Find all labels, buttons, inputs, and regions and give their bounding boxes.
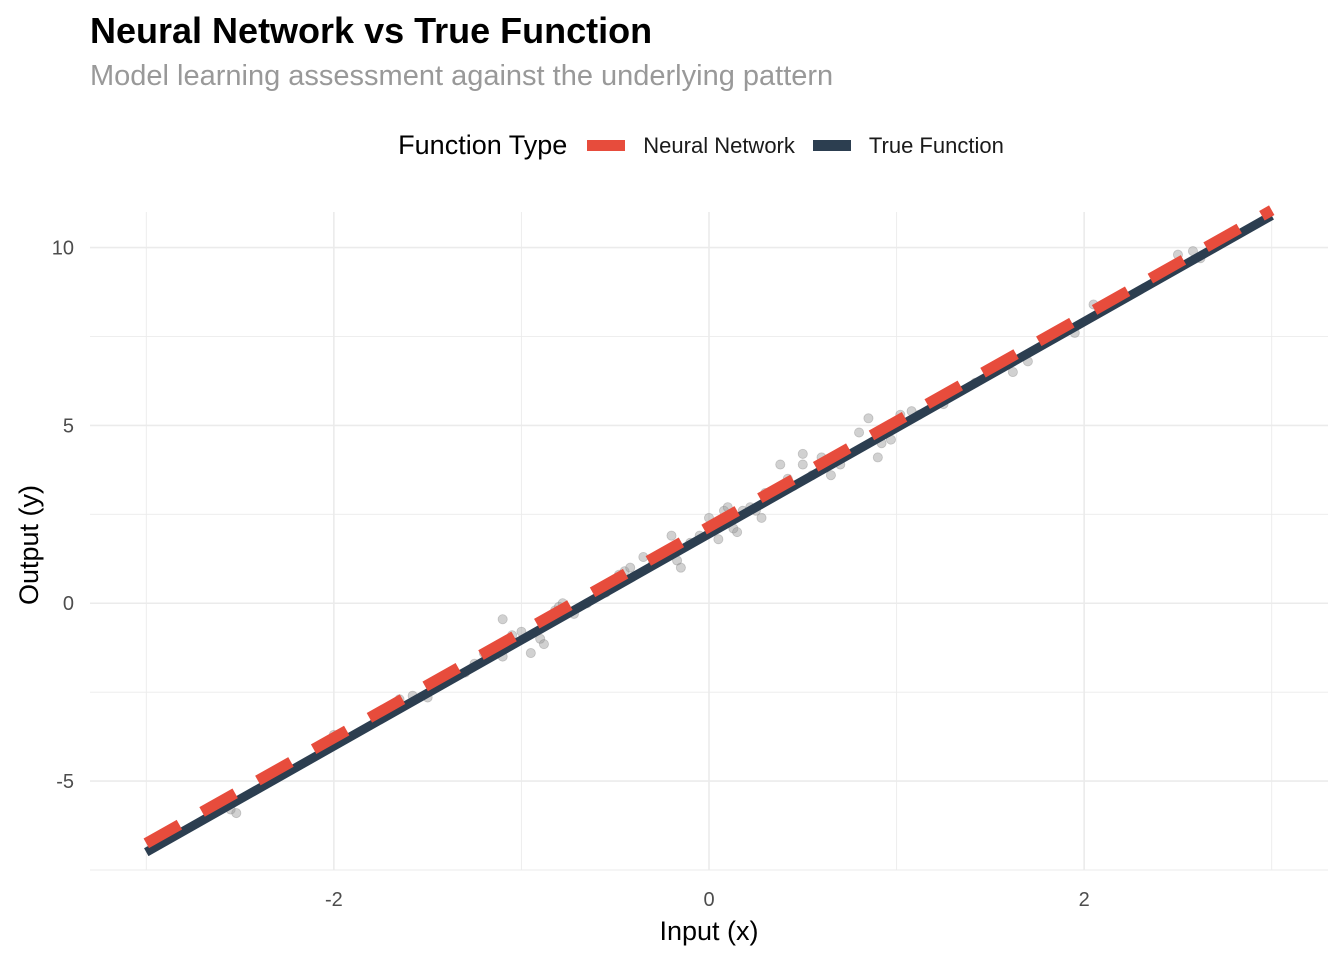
series-line-true-function bbox=[144, 211, 1274, 857]
data-point bbox=[538, 639, 549, 650]
x-axis-title: Input (x) bbox=[659, 916, 758, 946]
legend-key-neural-network bbox=[587, 140, 626, 151]
data-point bbox=[797, 459, 808, 470]
chart-subtitle: Model learning assessment against the un… bbox=[90, 60, 834, 92]
x-tick-label: 2 bbox=[1079, 889, 1090, 911]
data-point bbox=[756, 512, 767, 523]
chart-title: Neural Network vs True Function bbox=[90, 10, 653, 51]
legend-key-true-function bbox=[812, 140, 851, 151]
legend-label-neural-network: Neural Network bbox=[643, 132, 795, 158]
legend: Function Type Neural Network True Functi… bbox=[0, 130, 1344, 161]
data-point bbox=[666, 530, 677, 541]
y-tick-label: 10 bbox=[52, 238, 74, 260]
legend-title: Function Type bbox=[398, 130, 568, 160]
data-point bbox=[797, 448, 808, 459]
data-point bbox=[675, 562, 686, 573]
data-point bbox=[732, 527, 743, 538]
data-point bbox=[231, 808, 242, 819]
data-point bbox=[713, 534, 724, 545]
data-point bbox=[525, 648, 536, 659]
x-tick-label: -2 bbox=[325, 889, 343, 911]
data-point bbox=[625, 562, 636, 573]
y-tick-label: 5 bbox=[63, 415, 74, 437]
data-point bbox=[863, 413, 874, 424]
data-point bbox=[872, 452, 883, 463]
legend-label-true-function: True Function bbox=[868, 132, 1004, 158]
y-axis-title: Output (y) bbox=[14, 485, 44, 605]
data-point bbox=[775, 459, 786, 470]
data-point bbox=[854, 427, 865, 438]
y-tick-label: 0 bbox=[63, 593, 74, 615]
x-tick-label: 0 bbox=[703, 889, 714, 911]
data-point bbox=[497, 614, 508, 625]
y-tick-label: -5 bbox=[56, 771, 74, 793]
data-point bbox=[1007, 367, 1018, 378]
data-point bbox=[825, 470, 836, 481]
series-line-neural-network bbox=[143, 205, 1275, 849]
